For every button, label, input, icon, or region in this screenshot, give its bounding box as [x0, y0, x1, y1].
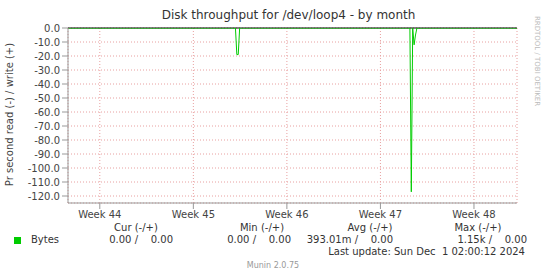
svg-text:-80.0: -80.0 — [34, 135, 60, 146]
html-text:Max (-/+): Max (-/+) — [454, 222, 502, 233]
svg-text:Week 47: Week 47 — [359, 209, 402, 220]
svg-text:-20.0: -20.0 — [34, 51, 60, 62]
svg-text:Week 46: Week 46 — [265, 209, 308, 220]
svg-text:-60.0: -60.0 — [34, 107, 60, 118]
html-text:Pr second read (-) / write (+): Pr second read (-) / write (+) — [3, 42, 15, 187]
html-text:1.15k / 0.00: 1.15k / 0.00 — [457, 234, 527, 245]
html-text:Cur (-/+): Cur (-/+) — [114, 222, 158, 233]
svg-text:-10.0: -10.0 — [34, 37, 60, 48]
html-text:0.00 / 0.00: 0.00 / 0.00 — [109, 234, 173, 245]
html-text:393.01m / 0.00: 393.01m / 0.00 — [306, 234, 393, 245]
svg-text:Week 48: Week 48 — [452, 209, 495, 220]
html-text:Avg (-/+): Avg (-/+) — [347, 222, 393, 233]
svg-text:-40.0: -40.0 — [34, 79, 60, 90]
html-text:RRDTOOL / TOBI OETIKER: RRDTOOL / TOBI OETIKER — [533, 15, 541, 107]
svg-text:Week 45: Week 45 — [172, 209, 215, 220]
svg-text:Week 44: Week 44 — [78, 209, 121, 220]
html-text:0.00 / 0.00: 0.00 / 0.00 — [227, 234, 291, 245]
svg-text:-70.0: -70.0 — [34, 121, 60, 132]
html-text:Munin 2.0.75: Munin 2.0.75 — [246, 261, 300, 270]
svg-text:-110.0: -110.0 — [28, 177, 60, 188]
svg-text:-120.0: -120.0 — [28, 191, 60, 202]
svg-text:-50.0: -50.0 — [34, 93, 60, 104]
svg-text:-100.0: -100.0 — [28, 163, 60, 174]
svg-text:-30.0: -30.0 — [34, 65, 60, 76]
html-text:Min (-/+): Min (-/+) — [240, 222, 284, 233]
svg-text:-90.0: -90.0 — [34, 149, 60, 160]
html-text:Disk throughput for /dev/loop4: Disk throughput for /dev/loop4 - by mont… — [161, 8, 416, 22]
svg-text:0.0: 0.0 — [44, 23, 60, 34]
html-text:Bytes: Bytes — [31, 234, 60, 245]
html-text:Last update: Sun Dec 1 02:00:1: Last update: Sun Dec 1 02:00:12 2024 — [328, 246, 525, 257]
